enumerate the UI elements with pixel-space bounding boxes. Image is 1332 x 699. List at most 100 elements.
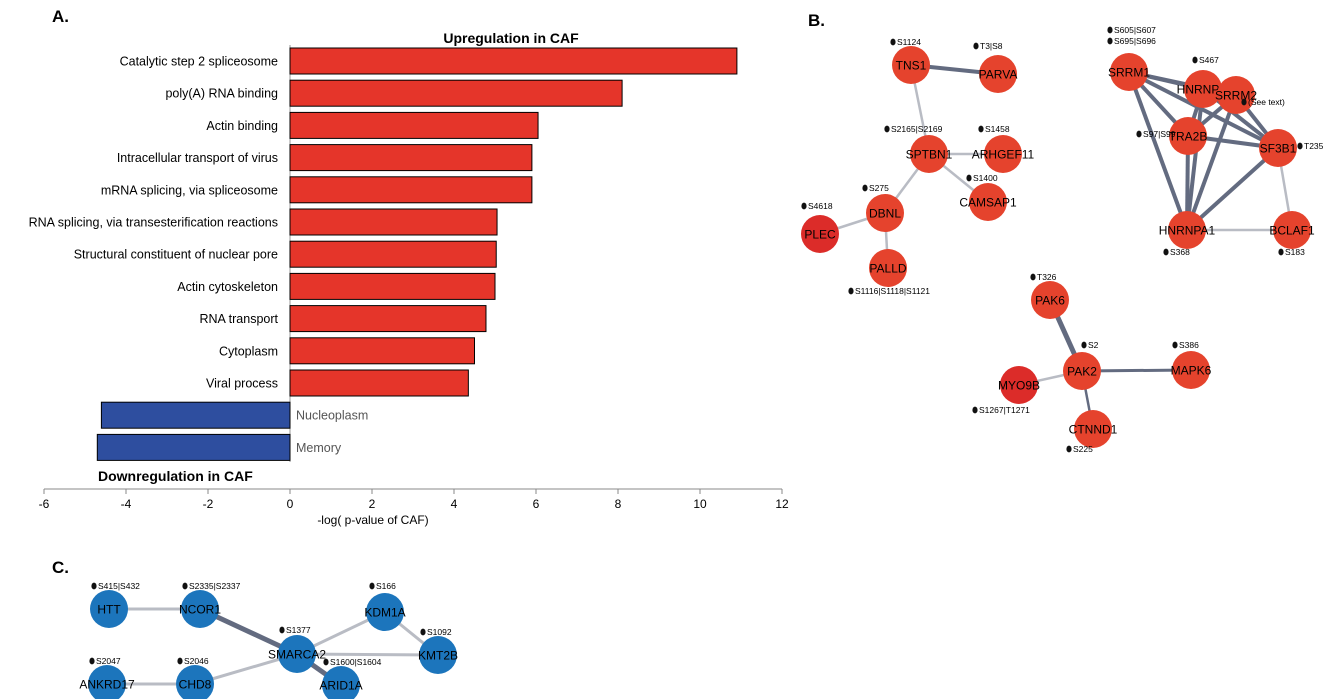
node-label-bclaf1: BCLAF1 bbox=[1269, 224, 1315, 238]
chart-subtitle: Downregulation in CAF bbox=[98, 468, 253, 484]
node-label-kmt2b: KMT2B bbox=[418, 649, 458, 663]
node-label-dbnl: DBNL bbox=[869, 207, 901, 221]
chart-title: Upregulation in CAF bbox=[443, 30, 579, 46]
edge-srrm1-sf3b1 bbox=[1128, 70, 1279, 150]
site-label-ankrd17: S2047 bbox=[96, 656, 121, 666]
node-label-srrm1: SRRM1 bbox=[1108, 66, 1150, 80]
bar-viral-process bbox=[289, 369, 469, 397]
x-axis-label: -log( p-value of CAF) bbox=[317, 513, 428, 527]
site-label-tns1: S1124 bbox=[897, 37, 921, 47]
bar-chart-panel: Upregulation in CAF Downregulation in CA… bbox=[29, 30, 789, 527]
site-marker bbox=[966, 174, 972, 182]
site-label-srrm1: S605|S607 bbox=[1114, 25, 1156, 35]
site-marker bbox=[323, 658, 329, 666]
node-ctnnd1 bbox=[1074, 410, 1112, 448]
site-marker bbox=[1241, 98, 1247, 106]
site-marker bbox=[1136, 130, 1142, 138]
node-label-ncor1: NCOR1 bbox=[179, 603, 221, 617]
node-label-sf3b1: SF3B1 bbox=[1260, 142, 1297, 156]
site-label-myo9b: S1267|T1271 bbox=[979, 405, 1030, 415]
bar-catalytic-step-2-spliceosome bbox=[289, 47, 738, 75]
node-label-tns1: TNS1 bbox=[896, 59, 927, 73]
site-marker bbox=[1107, 26, 1113, 34]
bar-poly-a-rna-binding bbox=[289, 79, 623, 107]
node-kdm1a bbox=[366, 593, 404, 631]
site-marker bbox=[91, 582, 97, 590]
node-smarca2 bbox=[278, 635, 316, 673]
site-marker bbox=[279, 626, 285, 634]
site-label-hnrnpa1: S368 bbox=[1170, 247, 1190, 257]
site-marker bbox=[89, 657, 95, 665]
category-label-viral-process: Viral process bbox=[206, 377, 278, 391]
site-label-srrm2: (See text) bbox=[1248, 97, 1285, 107]
panel-label-c: C. bbox=[52, 558, 69, 577]
site-label-pak2: S2 bbox=[1088, 340, 1099, 350]
node-plec bbox=[801, 215, 839, 253]
site-label-camsap1: S1400 bbox=[973, 173, 998, 183]
site-label-htt: S415|S432 bbox=[98, 581, 140, 591]
site-label-parva: T3|S8 bbox=[980, 41, 1003, 51]
x-tick-label: -2 bbox=[203, 497, 214, 511]
edge-hnrnpm-hnrnpa1 bbox=[1185, 88, 1205, 231]
edge-srrm1-hnrnpa1 bbox=[1127, 71, 1189, 231]
site-marker bbox=[369, 582, 375, 590]
x-tick-label: 8 bbox=[615, 497, 622, 511]
site-marker bbox=[884, 125, 890, 133]
x-tick-label: 12 bbox=[775, 497, 789, 511]
node-ncor1 bbox=[181, 590, 219, 628]
node-dbnl bbox=[866, 194, 904, 232]
site-label-tra2b: S97|S99 bbox=[1143, 129, 1176, 139]
node-sptbn1 bbox=[910, 135, 948, 173]
category-label-nucleoplasm: Nucleoplasm bbox=[296, 409, 368, 423]
node-label-htt: HTT bbox=[97, 603, 121, 617]
node-label-ctnnd1: CTNND1 bbox=[1069, 423, 1118, 437]
site-marker bbox=[1030, 273, 1036, 281]
site-marker bbox=[801, 202, 807, 210]
site-label-mapk6: S386 bbox=[1179, 340, 1199, 350]
site-label-srrm1-b: S695|S696 bbox=[1114, 36, 1156, 46]
node-myo9b bbox=[1000, 366, 1038, 404]
site-marker bbox=[1163, 248, 1169, 256]
bar-actin-cytoskeleton bbox=[289, 272, 496, 300]
network-c: HTT S415|S432 NCOR1 S2335|S2337 KDM1A S166 SMA… bbox=[79, 581, 458, 699]
node-label-chd8: CHD8 bbox=[179, 678, 212, 692]
edge-sf3b1-hnrnpa1 bbox=[1185, 146, 1280, 232]
site-label-plec: S4618 bbox=[808, 201, 833, 211]
category-label-actin-binding: Actin binding bbox=[206, 119, 278, 133]
category-label-mrna-splicing-via-spliceosome: mRNA splicing, via spliceosome bbox=[101, 183, 278, 197]
site-marker bbox=[1107, 37, 1113, 45]
node-chd8 bbox=[176, 665, 214, 699]
node-label-kdm1a: KDM1A bbox=[364, 606, 405, 620]
node-tra2b bbox=[1169, 117, 1207, 155]
node-srrm1 bbox=[1110, 53, 1148, 91]
x-tick-label: 10 bbox=[693, 497, 707, 511]
node-pak6 bbox=[1031, 281, 1069, 319]
site-marker bbox=[890, 38, 896, 46]
node-kmt2b bbox=[419, 636, 457, 674]
x-tick-label: -6 bbox=[39, 497, 50, 511]
node-bclaf1 bbox=[1273, 211, 1311, 249]
node-sf3b1 bbox=[1259, 129, 1297, 167]
site-marker bbox=[1297, 142, 1303, 150]
node-label-hnrnpm: HNRNPM bbox=[1177, 83, 1230, 97]
bar-actin-binding bbox=[289, 111, 539, 139]
category-label-memory: Memory bbox=[296, 441, 342, 455]
site-label-arhgef11: S1458 bbox=[985, 124, 1010, 134]
bar-rna-splicing-via-transesterification-reactions bbox=[289, 208, 498, 236]
node-mapk6 bbox=[1172, 351, 1210, 389]
bar-memory bbox=[96, 433, 291, 461]
network-b1: TNS1 S1124 PARVA T3|S8 SPTBN1 S2165|S2169 ARHG… bbox=[801, 37, 1035, 296]
site-label-kdm1a: S166 bbox=[376, 581, 396, 591]
bar-intracellular-transport-of-virus bbox=[289, 144, 533, 172]
site-label-sf3b1: T235 bbox=[1304, 141, 1324, 151]
x-tick-label: -4 bbox=[121, 497, 132, 511]
site-marker bbox=[182, 582, 188, 590]
node-label-arhgef11: ARHGEF11 bbox=[972, 148, 1035, 162]
x-tick-label: 6 bbox=[533, 497, 540, 511]
site-marker bbox=[1172, 341, 1178, 349]
node-palld bbox=[869, 249, 907, 287]
site-label-dbnl: S275 bbox=[869, 183, 889, 193]
bar-structural-constituent-of-nuclear-pore bbox=[289, 240, 497, 268]
